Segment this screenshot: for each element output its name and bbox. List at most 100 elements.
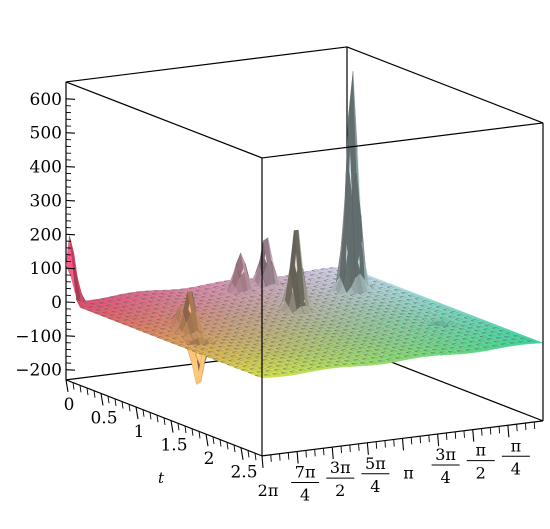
z-tick [65, 132, 76, 134]
x-tick-label-denominator: 2 [335, 481, 345, 500]
t-minor-tick [177, 423, 180, 431]
t-minor-tick [163, 417, 166, 425]
x-minor-tick [410, 437, 413, 445]
t-minor-tick [107, 396, 110, 404]
t-tick [100, 393, 104, 406]
t-tick [135, 406, 139, 420]
x-tick [507, 425, 510, 438]
box-edge [261, 122, 544, 159]
z-tick-label: 200 [30, 225, 62, 245]
t-minor-tick [93, 390, 96, 398]
t-tick-label: 1.5 [160, 436, 187, 456]
x-minor-tick [270, 454, 272, 462]
x-minor-tick [524, 423, 527, 431]
x-minor-tick [279, 453, 281, 461]
t-minor-tick [233, 444, 236, 453]
t-tick-label: 0.5 [90, 408, 117, 428]
x-tick-label-numerator: π [475, 441, 486, 460]
t-minor-tick [72, 382, 75, 390]
t-minor-tick [156, 415, 159, 423]
z-tick [65, 233, 76, 236]
t-minor-tick [254, 453, 257, 461]
x-tick-label-denominator: 4 [441, 468, 451, 487]
x-tick-label-denominator: 4 [511, 459, 521, 478]
x-minor-tick [340, 446, 342, 454]
x-minor-tick [428, 435, 430, 443]
x-minor-tick [419, 436, 422, 444]
x-tick-label-numerator: π [511, 436, 522, 455]
z-tick [65, 335, 76, 337]
z-tick-label: 600 [30, 90, 62, 110]
t-minor-tick [191, 428, 194, 436]
x-tick-label: 2π [258, 481, 279, 500]
t-minor-tick [114, 398, 117, 406]
z-tick-label: −200 [15, 361, 62, 381]
x-tick [472, 429, 475, 442]
x-minor-tick [314, 449, 316, 457]
t-tick-label: 0 [64, 395, 75, 415]
x-tick [401, 438, 405, 451]
t-axis-label: t [158, 469, 165, 487]
x-minor-tick [323, 448, 325, 456]
x-minor-tick [533, 421, 536, 430]
x-tick-label-denominator: 4 [300, 486, 310, 505]
x-minor-tick [349, 444, 351, 452]
t-tick [170, 420, 174, 433]
surface-mesh [65, 71, 544, 385]
x-minor-tick [498, 426, 501, 434]
z-tick [65, 199, 76, 202]
z-tick [65, 369, 76, 371]
x-tick-label-denominator: 4 [370, 477, 380, 496]
x-minor-tick [445, 432, 448, 440]
z-tick-label: 100 [30, 259, 62, 279]
box-edge [65, 81, 263, 159]
t-minor-tick [226, 442, 229, 450]
t-minor-tick [198, 431, 201, 439]
x-minor-tick [516, 424, 518, 432]
t-minor-tick [128, 404, 131, 412]
x-minor-tick [481, 428, 483, 436]
x-minor-tick [393, 439, 395, 447]
x-tick-label-numerator: 3π [330, 458, 351, 477]
t-minor-tick [212, 436, 215, 444]
t-minor-tick [79, 385, 82, 393]
x-tick-label-numerator: 5π [365, 454, 386, 473]
t-minor-tick [219, 439, 222, 447]
t-tick-label: 2.5 [230, 463, 257, 483]
x-tick-label-denominator: 2 [476, 464, 486, 483]
t-axis: t 0 0.5 1 1.5 2 2.5 [64, 379, 258, 487]
t-minor-tick [149, 412, 152, 420]
z-tick [65, 98, 76, 100]
x-minor-tick [454, 431, 457, 439]
t-minor-tick [247, 450, 250, 458]
x-minor-tick [305, 450, 307, 458]
z-tick-label: 0 [51, 293, 62, 313]
x-minor-tick [358, 443, 360, 451]
z-tick-label: 300 [30, 191, 62, 211]
t-minor-tick [86, 387, 89, 396]
x-tick [261, 455, 264, 468]
t-tick-label: 2 [204, 449, 215, 469]
t-tick [65, 379, 69, 392]
x-tick-label-numerator: 7π [295, 463, 316, 482]
z-tick-label: −100 [15, 327, 62, 347]
z-tick-label: 500 [30, 124, 62, 144]
x-minor-tick [463, 430, 465, 438]
t-tick-label: 1 [134, 422, 145, 442]
box-edge [346, 46, 544, 124]
z-tick [65, 166, 76, 168]
t-tick [205, 434, 209, 447]
x-tick-label-numerator: 3π [435, 445, 456, 464]
t-tick [240, 447, 244, 460]
x-tick-label: π [403, 463, 414, 482]
z-tick-label: 400 [30, 158, 62, 178]
t-minor-tick [121, 401, 124, 409]
box-edge [65, 46, 348, 83]
x-minor-tick [375, 441, 378, 449]
t-minor-tick [142, 409, 145, 417]
plot-box-front [65, 81, 544, 457]
x-minor-tick [384, 440, 386, 448]
t-minor-tick [184, 425, 187, 434]
